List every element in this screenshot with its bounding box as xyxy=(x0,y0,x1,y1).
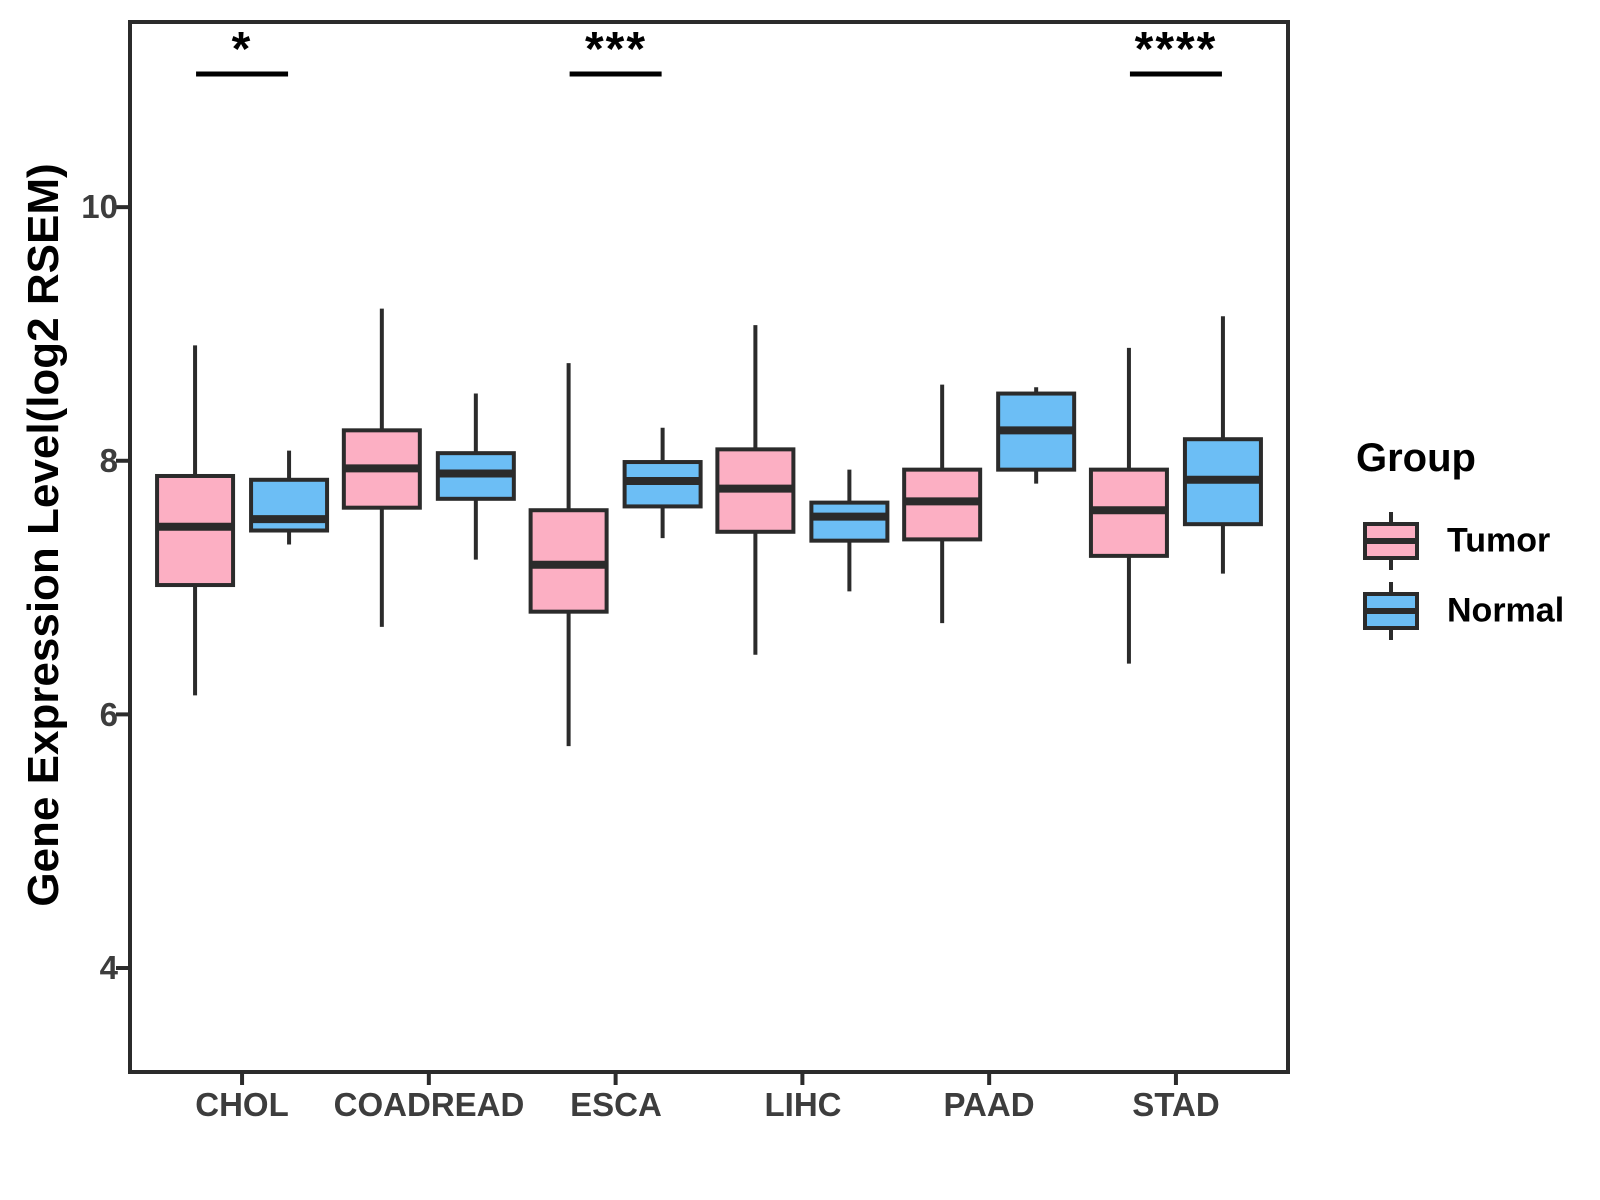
x-category-label-stad: STAD xyxy=(1132,1086,1220,1123)
y-tick-label-4: 4 xyxy=(99,949,118,986)
x-category-label-esca: ESCA xyxy=(570,1086,662,1123)
y-tick-label-10: 10 xyxy=(81,188,118,225)
significance-stars-stad: **** xyxy=(1134,23,1218,76)
x-category-label-paad: PAAD xyxy=(943,1086,1035,1123)
x-category-label-chol: CHOL xyxy=(195,1086,289,1123)
significance-stars-chol: * xyxy=(231,23,253,76)
legend-label-normal: Normal xyxy=(1447,591,1565,630)
legend-title: Group xyxy=(1356,436,1476,480)
significance-stars-esca: *** xyxy=(584,23,648,76)
y-tick-label-8: 8 xyxy=(99,442,118,479)
x-category-label-coadread: COADREAD xyxy=(333,1086,525,1123)
x-category-label-lihc: LIHC xyxy=(764,1086,842,1123)
legend-label-tumor: Tumor xyxy=(1447,521,1551,560)
y-tick-label-6: 6 xyxy=(99,696,118,733)
y-axis-title: Gene Expression Level(log2 RSEM) xyxy=(19,163,68,907)
